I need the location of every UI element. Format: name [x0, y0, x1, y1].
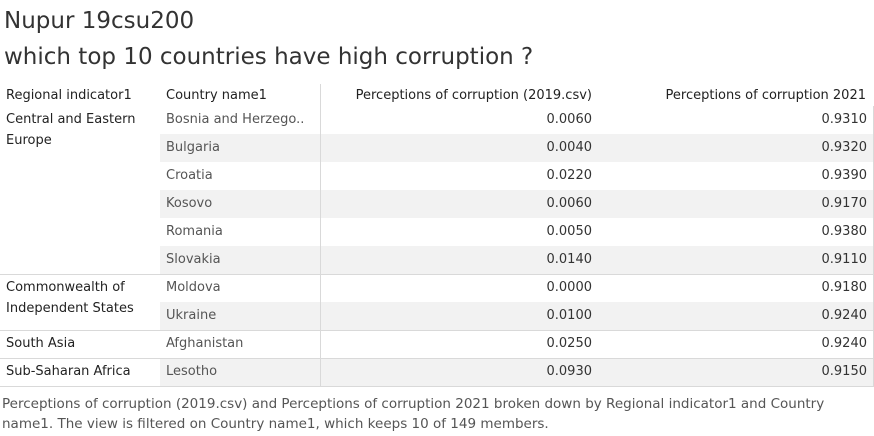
table-row[interactable]: Slovakia 0.0140 0.9110	[160, 246, 873, 274]
region-label: Sub-Saharan Africa	[6, 364, 131, 379]
country-name-cell: Lesotho	[166, 364, 218, 379]
corruption-2021-cell: 0.9320	[821, 140, 868, 155]
corruption-2019-cell: 0.0250	[546, 336, 593, 351]
country-name-cell: Bosnia and Herzego..	[166, 112, 305, 127]
corruption-2019-cell: 0.0930	[546, 364, 593, 379]
corruption-2021-cell: 0.9110	[821, 252, 868, 267]
column-header-corruption-2021[interactable]: Perceptions of corruption 2021	[665, 88, 866, 103]
corruption-2019-cell: 0.0060	[546, 112, 593, 127]
region-separator	[0, 274, 874, 275]
region-label: Central and Eastern Europe	[6, 112, 136, 148]
table-row[interactable]: Ukraine 0.0100 0.9240	[160, 302, 873, 330]
corruption-2021-cell: 0.9380	[821, 224, 868, 239]
country-name-cell: Ukraine	[166, 308, 217, 323]
table-row[interactable]: Croatia 0.0220 0.9390	[160, 162, 873, 190]
corruption-2019-cell: 0.0220	[546, 168, 593, 183]
header-column-divider	[320, 84, 321, 106]
corruption-2019-cell: 0.0100	[546, 308, 593, 323]
table-row[interactable]: Lesotho 0.0930 0.9150	[160, 358, 873, 386]
corruption-2019-cell: 0.0050	[546, 224, 593, 239]
chart-caption: Perceptions of corruption (2019.csv) and…	[2, 396, 825, 432]
corruption-2021-cell: 0.9240	[821, 308, 868, 323]
country-name-cell: Slovakia	[166, 252, 221, 267]
corruption-2021-cell: 0.9240	[821, 336, 868, 351]
table-row[interactable]: Afghanistan 0.0250 0.9240	[160, 330, 873, 358]
corruption-2019-cell: 0.0140	[546, 252, 593, 267]
country-name-cell: Romania	[166, 224, 223, 239]
region-label: South Asia	[6, 336, 76, 351]
corruption-2019-cell: 0.0000	[546, 280, 593, 295]
table-row[interactable]: Bosnia and Herzego.. 0.0060 0.9310	[160, 106, 873, 134]
country-name-cell: Moldova	[166, 280, 221, 295]
country-name-cell: Croatia	[166, 168, 213, 183]
page-title: Nupur 19csu200	[4, 8, 195, 34]
corruption-2021-cell: 0.9390	[821, 168, 868, 183]
corruption-2021-cell: 0.9180	[821, 280, 868, 295]
region-separator	[0, 386, 874, 387]
table-row[interactable]: Kosovo 0.0060 0.9170	[160, 190, 873, 218]
corruption-2021-cell: 0.9310	[821, 112, 868, 127]
corruption-2021-cell: 0.9170	[821, 196, 868, 211]
corruption-2019-cell: 0.0060	[546, 196, 593, 211]
table-row[interactable]: Bulgaria 0.0040 0.9320	[160, 134, 873, 162]
table-row[interactable]: Romania 0.0050 0.9380	[160, 218, 873, 246]
column-header-corruption-2019[interactable]: Perceptions of corruption (2019.csv)	[355, 88, 592, 103]
table-row[interactable]: Moldova 0.0000 0.9180	[160, 274, 873, 302]
region-separator	[0, 358, 874, 359]
page-subtitle: which top 10 countries have high corrupt…	[4, 44, 534, 70]
country-name-cell: Kosovo	[166, 196, 213, 211]
country-name-cell: Afghanistan	[166, 336, 244, 351]
corruption-2019-cell: 0.0040	[546, 140, 593, 155]
column-header-region[interactable]: Regional indicator1	[6, 88, 132, 103]
region-label: Commonwealth of Independent States	[6, 280, 134, 316]
country-name-cell: Bulgaria	[166, 140, 220, 155]
corruption-2021-cell: 0.9150	[821, 364, 868, 379]
region-separator	[0, 330, 874, 331]
column-divider	[320, 106, 321, 386]
column-header-country[interactable]: Country name1	[166, 88, 267, 103]
